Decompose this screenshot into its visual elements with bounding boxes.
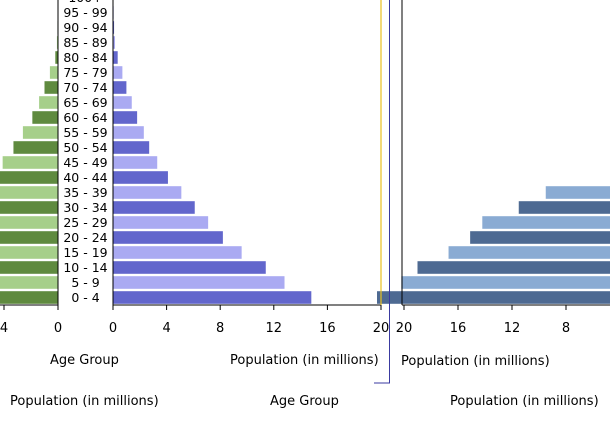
left-bar — [44, 81, 58, 94]
right-bar — [113, 231, 223, 244]
right-bar — [113, 66, 123, 79]
right-bar — [113, 246, 242, 259]
tick-label: 12 — [504, 321, 521, 336]
age-group-label: 10 - 14 — [63, 260, 107, 275]
left-population-axis-label: Population (in millions) — [10, 394, 159, 409]
age-group-label: 30 - 34 — [63, 200, 107, 215]
left-bar — [0, 276, 58, 289]
tick-label: 0 — [109, 321, 117, 336]
right-bar — [113, 36, 116, 49]
right-bar — [113, 276, 285, 289]
second-chart-bar — [518, 201, 610, 214]
right-panel-bars — [113, 0, 312, 304]
tick-label: 0 — [54, 321, 62, 336]
age-group-label: 95 - 99 — [63, 5, 107, 20]
left-bar — [0, 171, 58, 184]
left-bar — [0, 261, 59, 274]
second-chart-footer-label: Population (in millions) — [450, 394, 599, 409]
left-panel-bars — [0, 0, 59, 304]
center-age-group-label: Age Group — [270, 394, 339, 409]
right-bar — [113, 291, 312, 304]
age-group-label: 90 - 94 — [63, 20, 107, 35]
tick-label: 12 — [266, 321, 283, 336]
tick-marks — [3, 305, 567, 310]
right-bar — [113, 126, 144, 139]
right-bar — [113, 201, 195, 214]
tick-label: 8 — [562, 321, 570, 336]
age-group-label: 60 - 64 — [63, 110, 107, 125]
left-bar — [13, 141, 58, 154]
second-chart-axis-label: Population (in millions) — [401, 354, 550, 369]
right-bar — [113, 186, 182, 199]
left-bar — [56, 36, 58, 49]
age-group-label: 85 - 89 — [63, 35, 107, 50]
tick-labels: 4 0 0 4 8 12 16 20 20 16 12 8 — [0, 321, 570, 336]
age-group-label: 55 - 59 — [63, 125, 107, 140]
age-group-label: 15 - 19 — [63, 245, 107, 260]
age-group-label: 80 - 84 — [63, 50, 107, 65]
left-age-group-label: Age Group — [50, 353, 119, 368]
right-bar — [113, 96, 132, 109]
second-chart-bar — [448, 246, 610, 259]
right-bar — [113, 21, 115, 34]
left-bar — [0, 186, 59, 199]
age-group-label: 25 - 29 — [63, 215, 107, 230]
left-bar — [39, 96, 58, 109]
second-chart-bar — [377, 291, 610, 304]
age-group-label: 20 - 24 — [63, 230, 107, 245]
age-group-label: 100+ — [68, 0, 102, 5]
tick-label: 20 — [396, 321, 413, 336]
age-group-label: 45 - 49 — [63, 155, 107, 170]
right-bar — [113, 171, 168, 184]
right-bar — [113, 141, 150, 154]
second-chart-bar — [401, 276, 610, 289]
second-chart-bar — [482, 216, 610, 229]
tick-label: 4 — [162, 321, 170, 336]
left-bar — [32, 111, 58, 124]
right-bar — [113, 216, 209, 229]
age-group-label: 35 - 39 — [63, 185, 107, 200]
left-bar — [0, 216, 58, 229]
left-bar — [0, 291, 58, 304]
age-group-label: 75 - 79 — [63, 65, 107, 80]
tick-label: 16 — [450, 321, 467, 336]
second-chart-bar — [470, 231, 610, 244]
age-group-label: 70 - 74 — [63, 80, 107, 95]
tick-label: 20 — [373, 321, 390, 336]
right-bar — [113, 111, 138, 124]
age-group-label: 5 - 9 — [71, 275, 99, 290]
tick-label: 4 — [0, 321, 8, 336]
tick-label: 16 — [319, 321, 336, 336]
left-bar — [22, 126, 58, 139]
left-bar — [2, 156, 58, 169]
second-chart-bar — [417, 261, 610, 274]
age-group-label: 50 - 54 — [63, 140, 107, 155]
right-bar — [113, 51, 118, 64]
left-bar — [55, 51, 58, 64]
left-bar — [0, 201, 58, 214]
right-bar — [113, 261, 266, 274]
left-bar — [0, 246, 58, 259]
tick-label: 8 — [216, 321, 224, 336]
right-bar — [113, 81, 127, 94]
age-group-label: 0 - 4 — [71, 290, 99, 305]
second-chart-bars — [377, 186, 610, 304]
second-chart-bar — [545, 186, 610, 199]
age-group-label: 65 - 69 — [63, 95, 107, 110]
left-bar — [0, 231, 58, 244]
right-bar — [113, 156, 158, 169]
left-bar — [49, 66, 58, 79]
right-population-axis-label: Population (in millions) — [230, 353, 379, 368]
age-group-label: 40 - 44 — [63, 170, 107, 185]
